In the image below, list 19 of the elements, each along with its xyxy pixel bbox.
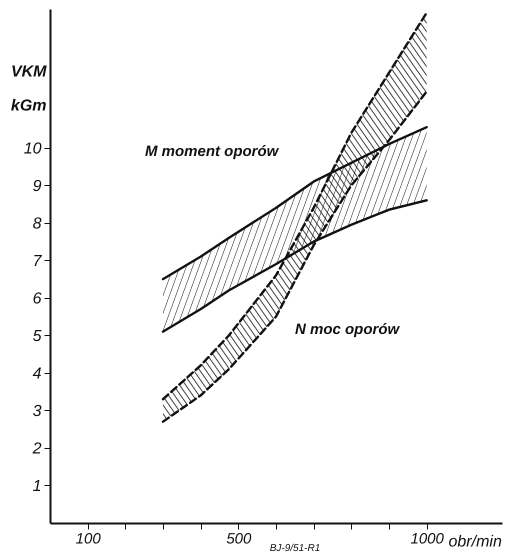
y-tick-label: 1	[32, 478, 42, 495]
x-tick-label: 1000	[410, 530, 445, 548]
y-tick-label: 4	[32, 365, 42, 382]
y-tick-label: 8	[32, 215, 42, 232]
y-axis-title: VKM kGm	[10, 64, 48, 114]
y-tick-label: 10	[24, 140, 42, 158]
y-tick-label: 2	[32, 440, 42, 458]
text: M moment oporów	[145, 143, 280, 160]
y-tick-label: 3	[32, 402, 42, 420]
line-series	[162, 90, 428, 423]
text: N moc oporów	[295, 321, 400, 338]
x-tick-label: 100	[76, 530, 102, 548]
y-tick-label: 6	[32, 290, 42, 308]
y-tick-label: 5	[32, 328, 42, 345]
x-axis-title: obr/min	[448, 534, 502, 550]
text: BJ-9/51-R1	[270, 543, 320, 554]
y-tick-label: 7	[32, 252, 43, 270]
y-tick-label: 9	[32, 178, 42, 195]
x-tick-label: 500	[226, 530, 252, 548]
